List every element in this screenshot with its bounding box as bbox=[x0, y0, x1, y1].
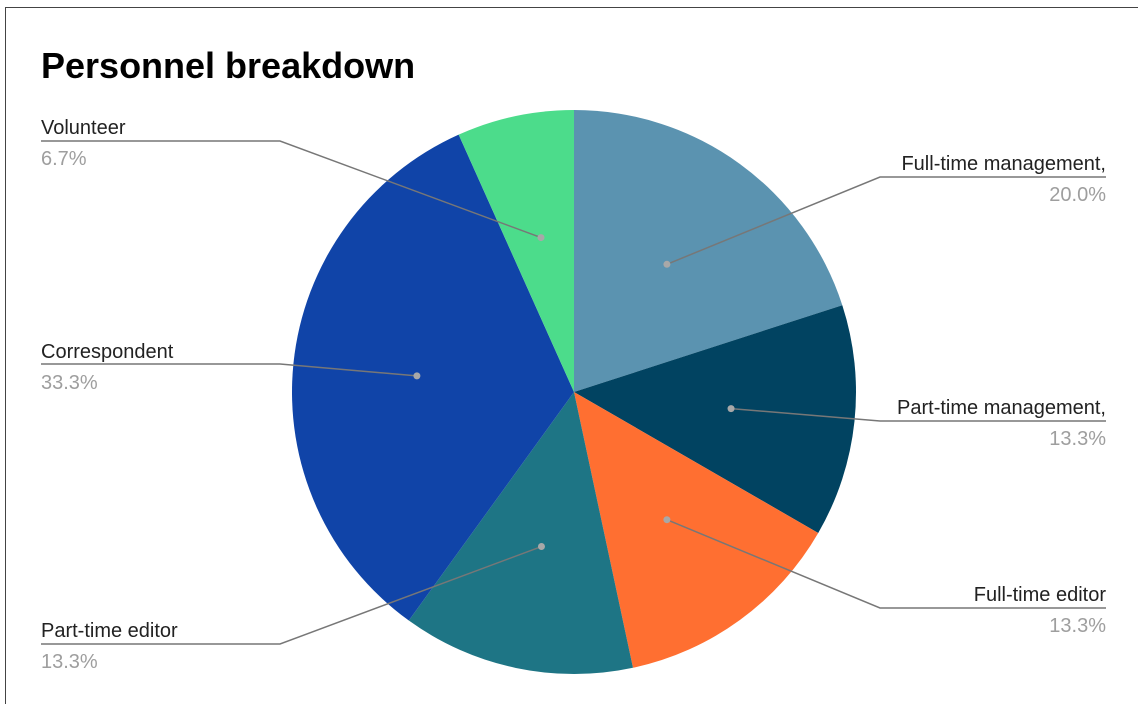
pie-slices bbox=[291, 110, 857, 674]
slice-label-part-time-editor: Part-time editor bbox=[41, 620, 178, 642]
pie-labels: Full-time management, 20.0% Part-time mana… bbox=[41, 117, 1106, 673]
pie-slice-correspondent bbox=[291, 134, 574, 621]
leader-line-volunteer bbox=[41, 140, 542, 239]
slice-percent-full-time-editor: 13.3% bbox=[1049, 615, 1106, 637]
slice-percent-volunteer: 6.7% bbox=[41, 148, 87, 170]
pie-slice-part-time-management bbox=[574, 305, 857, 533]
slice-label-part-time-management: Part-time management, bbox=[897, 397, 1106, 419]
leader-line-part-time-editor bbox=[41, 545, 542, 645]
leader-dot-part-time-editor bbox=[537, 543, 545, 551]
slice-label-correspondent: Correspondent bbox=[41, 341, 174, 363]
pie-slice-volunteer bbox=[458, 110, 574, 392]
pie-slice-full-time-editor bbox=[574, 392, 819, 668]
pie-slice-part-time-editor bbox=[408, 392, 633, 674]
leader-dot-full-time-editor bbox=[663, 516, 671, 524]
slice-percent-part-time-management: 13.3% bbox=[1049, 428, 1106, 450]
slice-label-full-time-editor: Full-time editor bbox=[974, 584, 1107, 606]
slice-label-volunteer: Volunteer bbox=[41, 117, 126, 139]
leader-dot-volunteer bbox=[537, 234, 545, 242]
leader-line-part-time-management bbox=[730, 407, 1106, 422]
slice-percent-part-time-editor: 13.3% bbox=[41, 651, 98, 673]
leader-line-correspondent bbox=[41, 363, 417, 377]
leader-dot-correspondent bbox=[413, 372, 421, 380]
leader-line-full-time-editor bbox=[666, 519, 1106, 609]
pie-slice-full-time-management bbox=[574, 110, 843, 392]
leader-line-full-time-management bbox=[666, 176, 1106, 265]
slice-label-full-time-management: Full-time management, bbox=[901, 153, 1106, 175]
leader-dot-full-time-management bbox=[663, 260, 671, 268]
slice-percent-correspondent: 33.3% bbox=[41, 372, 98, 394]
chart-title: Personnel breakdown bbox=[41, 45, 416, 86]
slice-percent-full-time-management: 20.0% bbox=[1049, 184, 1106, 206]
leader-dot-part-time-management bbox=[727, 405, 735, 413]
